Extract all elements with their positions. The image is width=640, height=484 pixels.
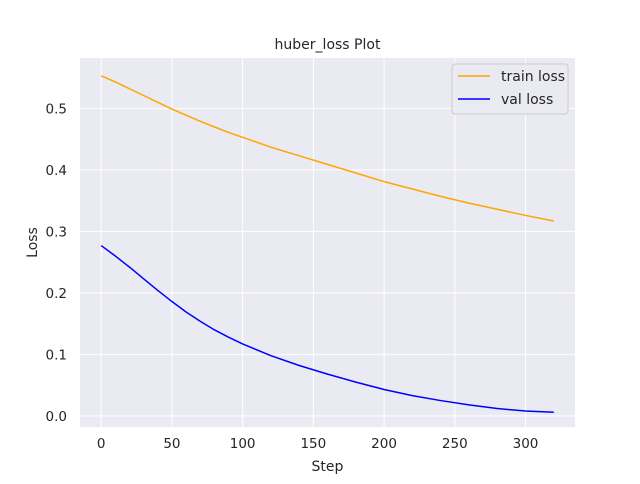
y-tick-label: 0.4	[46, 163, 67, 179]
x-tick-label: 50	[163, 436, 180, 452]
series-line-train-loss	[100, 75, 554, 222]
y-tick-label: 0.0	[46, 409, 67, 425]
x-tick-label: 250	[442, 436, 468, 452]
legend-label-train-loss: train loss	[501, 69, 565, 85]
x-tick-label: 300	[513, 436, 539, 452]
series-line-val-loss	[100, 244, 554, 413]
y-tick-label: 0.2	[46, 286, 67, 302]
x-tick-label: 150	[300, 436, 326, 452]
x-tick-label: 100	[230, 436, 256, 452]
grid	[80, 58, 575, 427]
plot-area	[80, 58, 575, 427]
x-axis-ticks: 0 50 100 150 200 250 300	[97, 436, 538, 452]
x-tick-label: 0	[97, 436, 106, 452]
y-axis-label: Loss	[25, 227, 41, 258]
x-tick-label: 200	[371, 436, 397, 452]
y-axis-ticks: 0.0 0.1 0.2 0.3 0.4 0.5	[46, 101, 67, 425]
x-axis-label: Step	[312, 459, 344, 475]
legend: train loss val loss	[451, 63, 569, 115]
legend-label-val-loss: val loss	[501, 92, 553, 108]
y-tick-label: 0.5	[46, 101, 67, 117]
y-tick-label: 0.3	[46, 224, 67, 240]
y-tick-label: 0.1	[46, 347, 67, 363]
series-lines	[100, 75, 554, 413]
chart-title: huber_loss Plot	[275, 37, 381, 53]
